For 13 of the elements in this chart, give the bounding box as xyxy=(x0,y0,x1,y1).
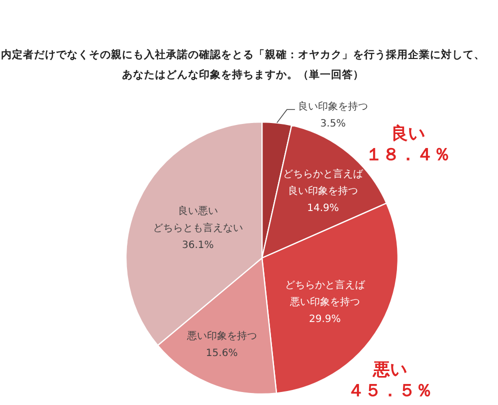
text: 悪い４５．５％ xyxy=(348,360,432,401)
text: 良い１８．４％ xyxy=(366,124,450,165)
data-label: 3.5% xyxy=(320,118,346,130)
slice-label: どちらかと言えば悪い印象を持つ xyxy=(284,279,366,308)
data-label: 14.9% xyxy=(307,203,339,214)
data-label: 29.9% xyxy=(309,314,341,326)
data-label: 36.1% xyxy=(182,240,214,252)
slice-label: 良い悪いどちらとも言えない xyxy=(152,205,243,234)
slice-label: どちらかと言えば良い印象を持つ xyxy=(282,168,364,198)
slice-label: 良い印象を持つ xyxy=(298,100,368,112)
chart-title: 内定者だけでなくその親にも入社承諾の確認をとる「親確：オヤカク」を行う採用企業に対して、あなたはどんな印象を持ちますか。（単一回答） xyxy=(1,48,485,81)
slice-label: 悪い印象を持つ xyxy=(186,330,257,342)
data-label: 15.6% xyxy=(206,348,238,359)
